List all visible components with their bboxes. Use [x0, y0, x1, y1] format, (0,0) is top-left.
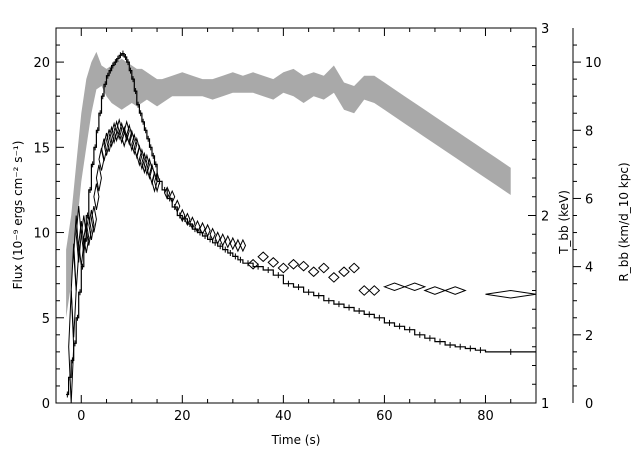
temperature-diamond: [224, 234, 231, 249]
temperature-diamond: [88, 209, 95, 240]
temperature-diamond: [116, 117, 123, 141]
temperature-diamond: [126, 123, 133, 147]
temperature-diamond: [317, 262, 330, 274]
temperature-diamond: [164, 186, 171, 200]
temperature-diamond: [80, 215, 87, 254]
temperature-diamond: [423, 286, 447, 295]
temperature-diamond: [90, 206, 97, 233]
temperature-diamond: [194, 219, 201, 234]
temperature-diamond: [184, 212, 191, 227]
temperature-diamond: [95, 164, 102, 192]
y3-tick-label: 6: [585, 192, 593, 207]
temperature-diamond: [113, 119, 120, 143]
temperature-diamond: [73, 215, 80, 291]
radius-band: [66, 51, 511, 318]
temperature-diamond: [348, 262, 360, 274]
temperature-diamond: [138, 147, 145, 171]
y2-tick-label: 1: [541, 397, 549, 412]
temperature-diamond: [247, 258, 259, 270]
temperature-diamond: [85, 215, 92, 246]
y3-tick-label: 8: [585, 124, 593, 139]
y-tick-label: 10: [33, 227, 50, 242]
temperature-diamond: [169, 189, 176, 204]
temperature-diamond: [443, 286, 467, 295]
temperature-diamond: [100, 138, 108, 162]
temperature-diamond: [121, 125, 128, 149]
temperature-diamond: [103, 132, 110, 156]
temperature-diamond: [179, 208, 186, 223]
temperature-diamond: [209, 227, 216, 242]
temperature-diamond: [403, 282, 427, 292]
temperature-diamond: [118, 121, 125, 145]
temperature-diamond: [123, 119, 130, 143]
x-axis-title: Time (s): [271, 433, 321, 447]
radius-band-layer: [66, 51, 511, 318]
y2-tick-label: 3: [541, 22, 549, 37]
y-tick-label: 0: [42, 397, 50, 412]
y2-axis-title: T_bb (keV): [557, 190, 571, 255]
temperature-diamond: [219, 232, 226, 247]
temperature-diamond: [328, 272, 340, 283]
y-tick-label: 15: [33, 141, 50, 156]
x-tick-label: 60: [376, 409, 393, 424]
temperature-diamond: [174, 199, 181, 214]
temperature-diamond: [151, 170, 158, 194]
x-tick-label: 80: [477, 409, 494, 424]
temperature-diamond: [204, 223, 211, 238]
y3-tick-label: 0: [585, 397, 593, 412]
temperature-diamond: [141, 151, 148, 175]
y3-tick-label: 4: [585, 261, 593, 276]
x-tick-label: 40: [275, 409, 292, 424]
temperature-diamond: [234, 238, 241, 253]
y2-tick-label: 2: [541, 210, 549, 225]
temperature-diamond: [382, 282, 407, 292]
temperature-diamond: [239, 238, 247, 253]
temperature-diamond: [214, 231, 221, 245]
x-tick-label: 20: [174, 409, 191, 424]
temperature-diamond: [307, 266, 320, 278]
temperature-diamond: [297, 260, 310, 272]
temperature-diamond: [108, 125, 115, 149]
flux-histogram-line: [66, 53, 536, 396]
temperature-diamond: [128, 129, 135, 152]
y3-axis-title: R_bb (km/d_10 kpc): [617, 162, 631, 281]
temperature-diamond: [189, 216, 196, 230]
temperature-diamond: [83, 222, 90, 254]
y-axis-title: Flux (10⁻⁹ ergs cm⁻² s⁻¹): [11, 141, 25, 290]
temperature-diamond: [68, 290, 75, 404]
temperature-diamond: [267, 257, 280, 268]
temperature-diamond: [368, 285, 381, 296]
y-tick-label: 5: [42, 312, 50, 327]
temperature-diamond: [111, 121, 118, 145]
temperature-layer: [68, 117, 537, 404]
temperature-diamond: [78, 221, 85, 267]
y3-tick-label: 2: [585, 329, 593, 344]
x-tick-label: 0: [77, 409, 85, 424]
temperature-diamond: [358, 285, 371, 296]
temperature-diamond: [338, 266, 350, 278]
temperature-diamond: [229, 236, 236, 251]
y3-tick-label: 10: [585, 56, 602, 71]
flux-histogram-layer: [66, 50, 536, 398]
temperature-diamond: [136, 144, 143, 167]
y-tick-label: 20: [33, 56, 50, 71]
temperature-diamond: [93, 183, 100, 210]
temperature-diamond: [154, 170, 161, 194]
temperature-diamond: [131, 132, 138, 156]
temperature-diamond: [485, 289, 537, 299]
temperature-diamond: [146, 157, 153, 180]
temperature-diamond: [277, 262, 290, 274]
temperature-diamond: [287, 258, 300, 270]
temperature-diamond: [257, 251, 269, 263]
ticks-layer: 0 20 40 60 80 0 5 10 15 20 1 2 3 0 2 4 6 8 10: [33, 22, 601, 424]
temperature-diamond: [143, 153, 150, 177]
temperature-diamond: [199, 221, 206, 236]
temperature-diamond: [106, 129, 113, 152]
